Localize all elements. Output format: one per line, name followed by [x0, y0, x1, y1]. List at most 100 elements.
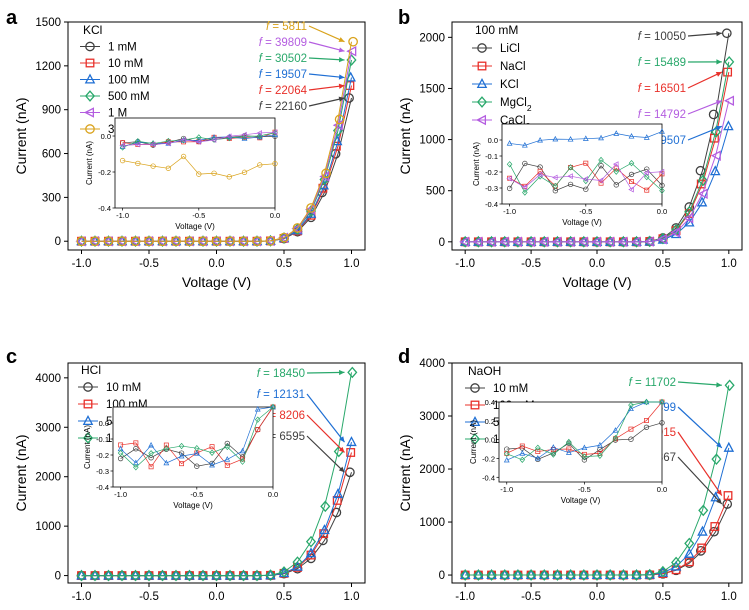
- inset-x-tick-label: -0.5: [578, 485, 591, 494]
- panel-b: b -1.0 -0.5 0.0 0.5 1.0 0 500 1000 1500 2000 Voltag…: [397, 7, 743, 290]
- inset-point: [582, 176, 589, 182]
- inset-marker: [195, 138, 202, 145]
- inset-point: [225, 133, 232, 140]
- inset-point: [552, 135, 559, 142]
- inset-series-line: [506, 401, 662, 461]
- data-point: [683, 213, 694, 224]
- y-tick-label: 1500: [35, 17, 61, 29]
- data-point: [348, 36, 358, 47]
- inset-marker: [224, 440, 230, 447]
- data-point: [157, 236, 168, 247]
- data-point: [657, 565, 668, 578]
- data-point: [525, 236, 536, 248]
- f-arrow: [308, 25, 345, 43]
- data-point: [499, 569, 511, 580]
- series-3-m: [76, 36, 358, 247]
- f-arrowhead: [338, 57, 345, 63]
- data-point: [292, 556, 303, 568]
- inset-y-tick-label: -0.2: [96, 451, 109, 460]
- inset-marker: [613, 168, 620, 175]
- data-point: [565, 569, 576, 580]
- inset-y-tick-label: -0.3: [96, 467, 109, 476]
- inset-marker: [135, 138, 141, 145]
- inset-marker: [628, 401, 634, 409]
- inset-marker: [519, 456, 526, 463]
- inset-marker: [628, 426, 634, 432]
- inset: -1.0 -0.5 0.0 -0.4 -0.3 -0.2 -0.1 0.0 Voltage (V…: [472, 123, 667, 227]
- data-point: [184, 236, 195, 247]
- y-tick-label: 3000: [35, 422, 61, 434]
- y-tick-label: 500: [426, 186, 445, 198]
- legend-title: 100 mM: [475, 23, 518, 37]
- data-point: [292, 560, 303, 571]
- x-tick-label: -0.5: [139, 258, 159, 270]
- y-tick-label: 4000: [419, 358, 445, 370]
- inset-marker: [179, 461, 185, 467]
- data-point: [305, 535, 317, 548]
- inset-point: [271, 129, 278, 136]
- inset-marker: [117, 449, 124, 457]
- data-point: [292, 223, 303, 233]
- inset-point: [117, 455, 124, 462]
- inset-point: [550, 444, 557, 450]
- series-1-m: [460, 379, 735, 581]
- inset-point: [133, 440, 139, 446]
- inset-marker: [582, 176, 589, 182]
- data-point: [696, 196, 708, 207]
- inset-series-line: [120, 406, 274, 466]
- inset-marker: [536, 171, 543, 178]
- inset-marker: [628, 186, 634, 193]
- inset-point: [659, 420, 665, 426]
- inset-marker: [503, 456, 510, 463]
- x-tick-label: 0.0: [209, 591, 225, 603]
- data-point: [460, 569, 471, 581]
- legend-label: 10 mM: [108, 58, 143, 70]
- inset-point: [519, 443, 525, 449]
- data-point: [130, 569, 141, 580]
- inset-point: [195, 138, 202, 145]
- data-point: [143, 569, 155, 580]
- inset-y-tick-label: -0.2: [485, 168, 498, 177]
- inset-point: [133, 446, 139, 452]
- f-symbol: f: [259, 37, 264, 49]
- data-point: [184, 569, 195, 582]
- inset-marker: [567, 173, 573, 180]
- data-point: [130, 569, 141, 582]
- inset-marker: [178, 452, 185, 459]
- inset-marker: [643, 169, 649, 176]
- inset-y-label: Current (nA): [83, 425, 92, 469]
- inset-x-tick-label: -0.5: [192, 211, 205, 220]
- legend-title: KCl: [83, 23, 102, 37]
- x-tick-label: 0.5: [276, 258, 292, 270]
- inset-marker: [628, 436, 634, 442]
- inset-point: [598, 156, 604, 164]
- inset-x-tick-label: -1.0: [114, 490, 127, 499]
- inset-point: [628, 133, 635, 139]
- inset-point: [537, 137, 543, 143]
- inset-point: [566, 438, 572, 446]
- series-line: [465, 100, 730, 243]
- inset-point: [148, 464, 154, 470]
- data-point: [710, 522, 720, 531]
- inset-point: [272, 161, 278, 167]
- inset-point: [628, 186, 634, 193]
- panel-letter: a: [6, 7, 18, 29]
- inset-point: [659, 128, 665, 134]
- legend-marker: [475, 114, 487, 126]
- inset-series-line: [120, 406, 274, 468]
- inset-marker: [119, 142, 125, 149]
- y-tick-label: 0: [55, 236, 61, 248]
- data-point: [198, 236, 208, 247]
- inset-point: [503, 456, 510, 463]
- inset-marker: [567, 164, 574, 171]
- inset-series-line: [509, 159, 663, 194]
- data-point: [143, 569, 155, 582]
- f-symbol: f: [259, 53, 264, 65]
- inset-point: [506, 140, 513, 146]
- data-point: [170, 569, 182, 582]
- inset-point: [582, 135, 589, 141]
- x-tick-label: 0.5: [655, 258, 671, 270]
- data-point: [708, 109, 719, 120]
- inset-point: [210, 137, 217, 143]
- inset-marker: [519, 450, 526, 456]
